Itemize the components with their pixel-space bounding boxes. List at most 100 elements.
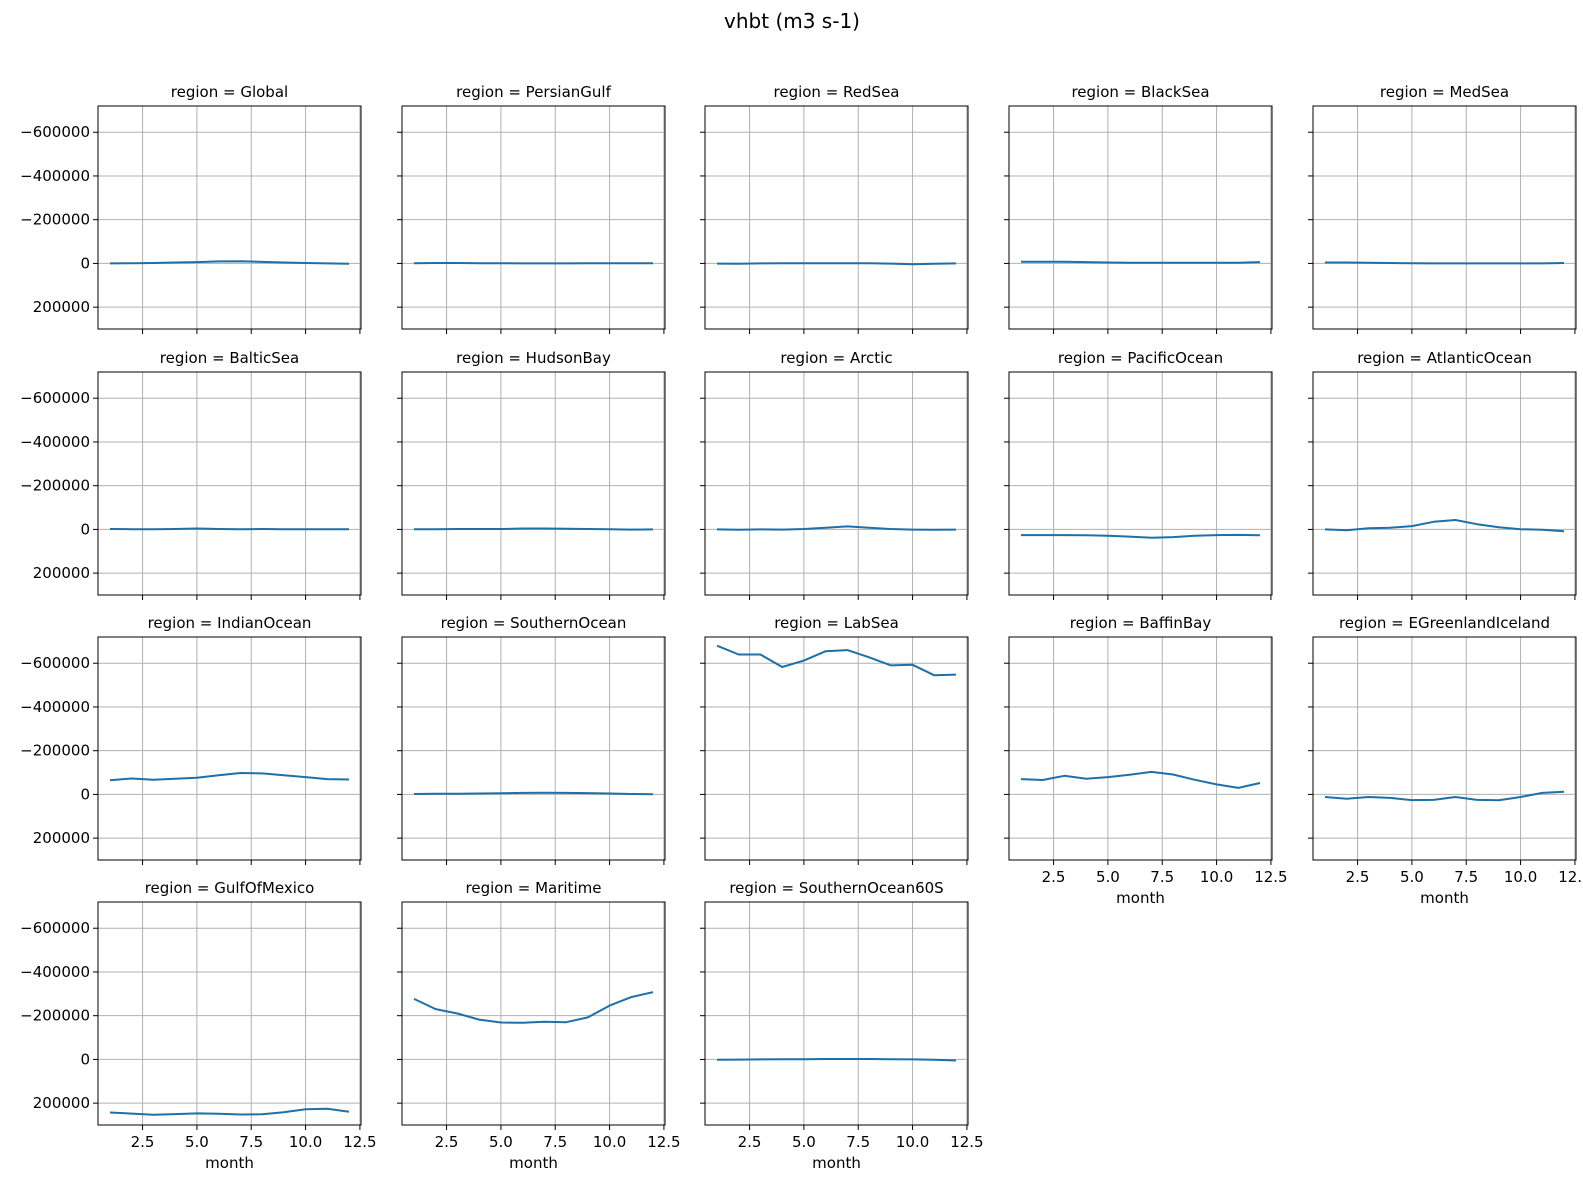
- x-tick-label: 10.0: [593, 1133, 626, 1151]
- series-line: [1021, 260, 1261, 264]
- figure-title: vhbt (m3 s-1): [724, 9, 860, 33]
- x-tick-label: 5.0: [1096, 868, 1120, 886]
- panel-title: region = HudsonBay: [456, 349, 611, 367]
- series-line: [109, 527, 349, 531]
- y-tick-label: −400000: [20, 963, 90, 981]
- plot-frame: [1312, 371, 1577, 596]
- x-axis-label: month: [509, 1154, 558, 1172]
- series-line: [1324, 519, 1565, 533]
- panel-redsea: region = RedSea: [700, 83, 969, 334]
- y-tick-label: −200000: [20, 477, 90, 495]
- panel-title: region = PersianGulf: [456, 83, 611, 101]
- y-tick-label: 200000: [33, 298, 90, 316]
- x-tick-label: 7.5: [543, 1133, 567, 1151]
- panel-egreenlandiceland: 2.5 5.0 7.5 10.0 12.5 month region = EGreenlan…: [1308, 614, 1583, 907]
- x-tick-label: 12.5: [1558, 868, 1583, 886]
- panel-title: region = PacificOcean: [1058, 349, 1223, 367]
- x-tick-label: 12.5: [647, 1133, 680, 1151]
- series-line: [414, 527, 654, 531]
- panel-southernocean: region = SouthernOcean: [397, 614, 666, 865]
- x-tick-label: 5.0: [792, 1133, 816, 1151]
- plot-frame: [704, 371, 969, 596]
- series-line: [716, 525, 957, 531]
- panel-title: region = LabSea: [774, 614, 899, 632]
- panel-medsea: region = MedSea: [1308, 83, 1577, 334]
- panel-title: region = EGreenlandIceland: [1339, 614, 1550, 632]
- panel-atlanticocean: region = AtlanticOcean: [1308, 349, 1577, 600]
- y-tick-label: 0: [80, 1050, 90, 1068]
- plot-frame: [401, 636, 666, 861]
- y-tick-label: −600000: [20, 123, 90, 141]
- panel-hudsonbay: region = HudsonBay: [397, 349, 666, 600]
- y-tick-label: −400000: [20, 167, 90, 185]
- series-line: [413, 791, 654, 796]
- y-tick-label: 0: [80, 254, 90, 272]
- panels-grid: −600000 −400000 −200000 0 200000 region = Glo…: [20, 83, 1583, 1172]
- panel-labsea: region = LabSea: [700, 614, 969, 865]
- x-axis-label: month: [812, 1154, 861, 1172]
- panel-indianocean: −600000 −400000 −200000 0 200000 region = Ind…: [20, 614, 362, 865]
- plot-frame: [1312, 636, 1577, 861]
- x-tick-label: 2.5: [1346, 868, 1370, 886]
- series-line: [109, 1107, 350, 1116]
- x-tick-label: 5.0: [1400, 868, 1424, 886]
- plot-frame: [704, 636, 969, 861]
- panel-persiangulf: region = PersianGulf: [397, 83, 666, 334]
- x-tick-label: 12.5: [343, 1133, 376, 1151]
- x-tick-label: 2.5: [1042, 868, 1066, 886]
- panel-title: region = SouthernOcean: [441, 614, 627, 632]
- plot-frame: [1008, 371, 1273, 596]
- series-line: [716, 262, 957, 266]
- y-tick-label: −600000: [20, 919, 90, 937]
- y-tick-label: −600000: [20, 389, 90, 407]
- panel-title: region = RedSea: [774, 83, 900, 101]
- panel-title: region = BalticSea: [160, 349, 299, 367]
- plot-frame: [401, 371, 666, 596]
- x-tick-label: 5.0: [185, 1133, 209, 1151]
- series-line: [716, 644, 957, 677]
- panel-title: region = Global: [171, 83, 288, 101]
- x-tick-label: 7.5: [846, 1133, 870, 1151]
- series-line: [716, 1058, 957, 1062]
- panel-global: −600000 −400000 −200000 0 200000 region = Glo…: [20, 83, 362, 334]
- x-axis-label: month: [1420, 889, 1469, 907]
- series-line: [413, 991, 654, 1024]
- plot-frame: [1008, 105, 1273, 330]
- plot-frame: [97, 105, 362, 330]
- y-tick-label: 200000: [33, 564, 90, 582]
- panel-title: region = Maritime: [466, 879, 602, 897]
- panel-title: region = IndianOcean: [148, 614, 312, 632]
- plot-frame: [97, 901, 362, 1126]
- panel-gulfofmexico: −600000 −400000 −200000 0 200000 2.5 5.0 7.5 10.…: [20, 879, 376, 1172]
- plot-frame: [401, 105, 666, 330]
- plot-frame: [401, 901, 666, 1126]
- plot-frame: [1008, 636, 1273, 861]
- x-tick-label: 2.5: [435, 1133, 459, 1151]
- plot-frame: [704, 901, 969, 1126]
- x-tick-label: 10.0: [1504, 868, 1537, 886]
- y-tick-label: −200000: [20, 742, 90, 760]
- panel-balticsea: −600000 −400000 −200000 0 200000 region = Bal…: [20, 349, 362, 600]
- plot-frame: [97, 371, 362, 596]
- x-tick-label: 10.0: [289, 1133, 322, 1151]
- x-tick-label: 7.5: [1454, 868, 1478, 886]
- y-tick-label: 200000: [33, 829, 90, 847]
- x-tick-label: 5.0: [489, 1133, 513, 1151]
- x-axis-label: month: [1116, 889, 1165, 907]
- y-tick-label: 0: [80, 520, 90, 538]
- y-tick-label: −200000: [20, 1007, 90, 1025]
- plot-frame: [1312, 105, 1577, 330]
- y-tick-label: −200000: [20, 211, 90, 229]
- panel-title: region = GulfOfMexico: [145, 879, 315, 897]
- series-line: [1021, 533, 1261, 539]
- panel-title: region = Arctic: [780, 349, 892, 367]
- panel-title: region = BlackSea: [1071, 83, 1209, 101]
- y-tick-label: 200000: [33, 1094, 90, 1112]
- x-tick-label: 7.5: [1150, 868, 1174, 886]
- panel-southernocean60s: 2.5 5.0 7.5 10.0 12.5 month region = SouthernO…: [700, 879, 984, 1172]
- plot-frame: [97, 636, 362, 861]
- series-line: [1324, 790, 1565, 802]
- x-tick-label: 10.0: [1200, 868, 1233, 886]
- panel-title: region = MedSea: [1380, 83, 1509, 101]
